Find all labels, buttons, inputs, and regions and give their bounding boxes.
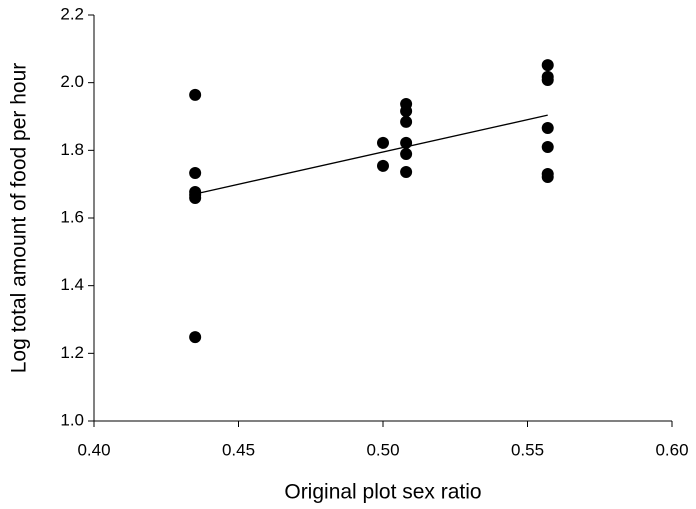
y-tick-label: 2.0 <box>60 72 84 91</box>
point <box>541 59 554 72</box>
x-tick-label: 0.55 <box>511 440 544 459</box>
point <box>189 331 202 344</box>
y-tick-label: 1.8 <box>60 140 84 159</box>
point <box>189 192 202 205</box>
x-tick-label: 0.50 <box>366 440 399 459</box>
x-tick-label: 0.45 <box>222 440 255 459</box>
y-tick-label: 1.0 <box>60 410 84 429</box>
y-tick-label: 2.2 <box>60 4 84 23</box>
point <box>377 159 389 172</box>
x-tick-label: 0.60 <box>655 440 688 459</box>
y-tick-label: 1.2 <box>60 343 84 362</box>
y-tick-label: 1.6 <box>60 207 84 226</box>
point <box>189 88 202 101</box>
point <box>541 122 554 135</box>
point <box>400 165 413 178</box>
trend-line <box>195 114 548 195</box>
point <box>541 171 554 184</box>
x-axis-title: Original plot sex ratio <box>284 481 481 504</box>
point <box>541 73 554 86</box>
point <box>400 136 413 149</box>
point <box>400 148 413 161</box>
x-tick-label: 0.40 <box>77 440 110 459</box>
point <box>377 136 389 149</box>
y-tick-label: 1.4 <box>60 275 84 294</box>
point <box>541 140 554 153</box>
y-axis-title: Log total amount of food per hour <box>8 63 31 374</box>
point <box>400 115 413 128</box>
point <box>400 105 413 118</box>
point <box>189 167 202 180</box>
